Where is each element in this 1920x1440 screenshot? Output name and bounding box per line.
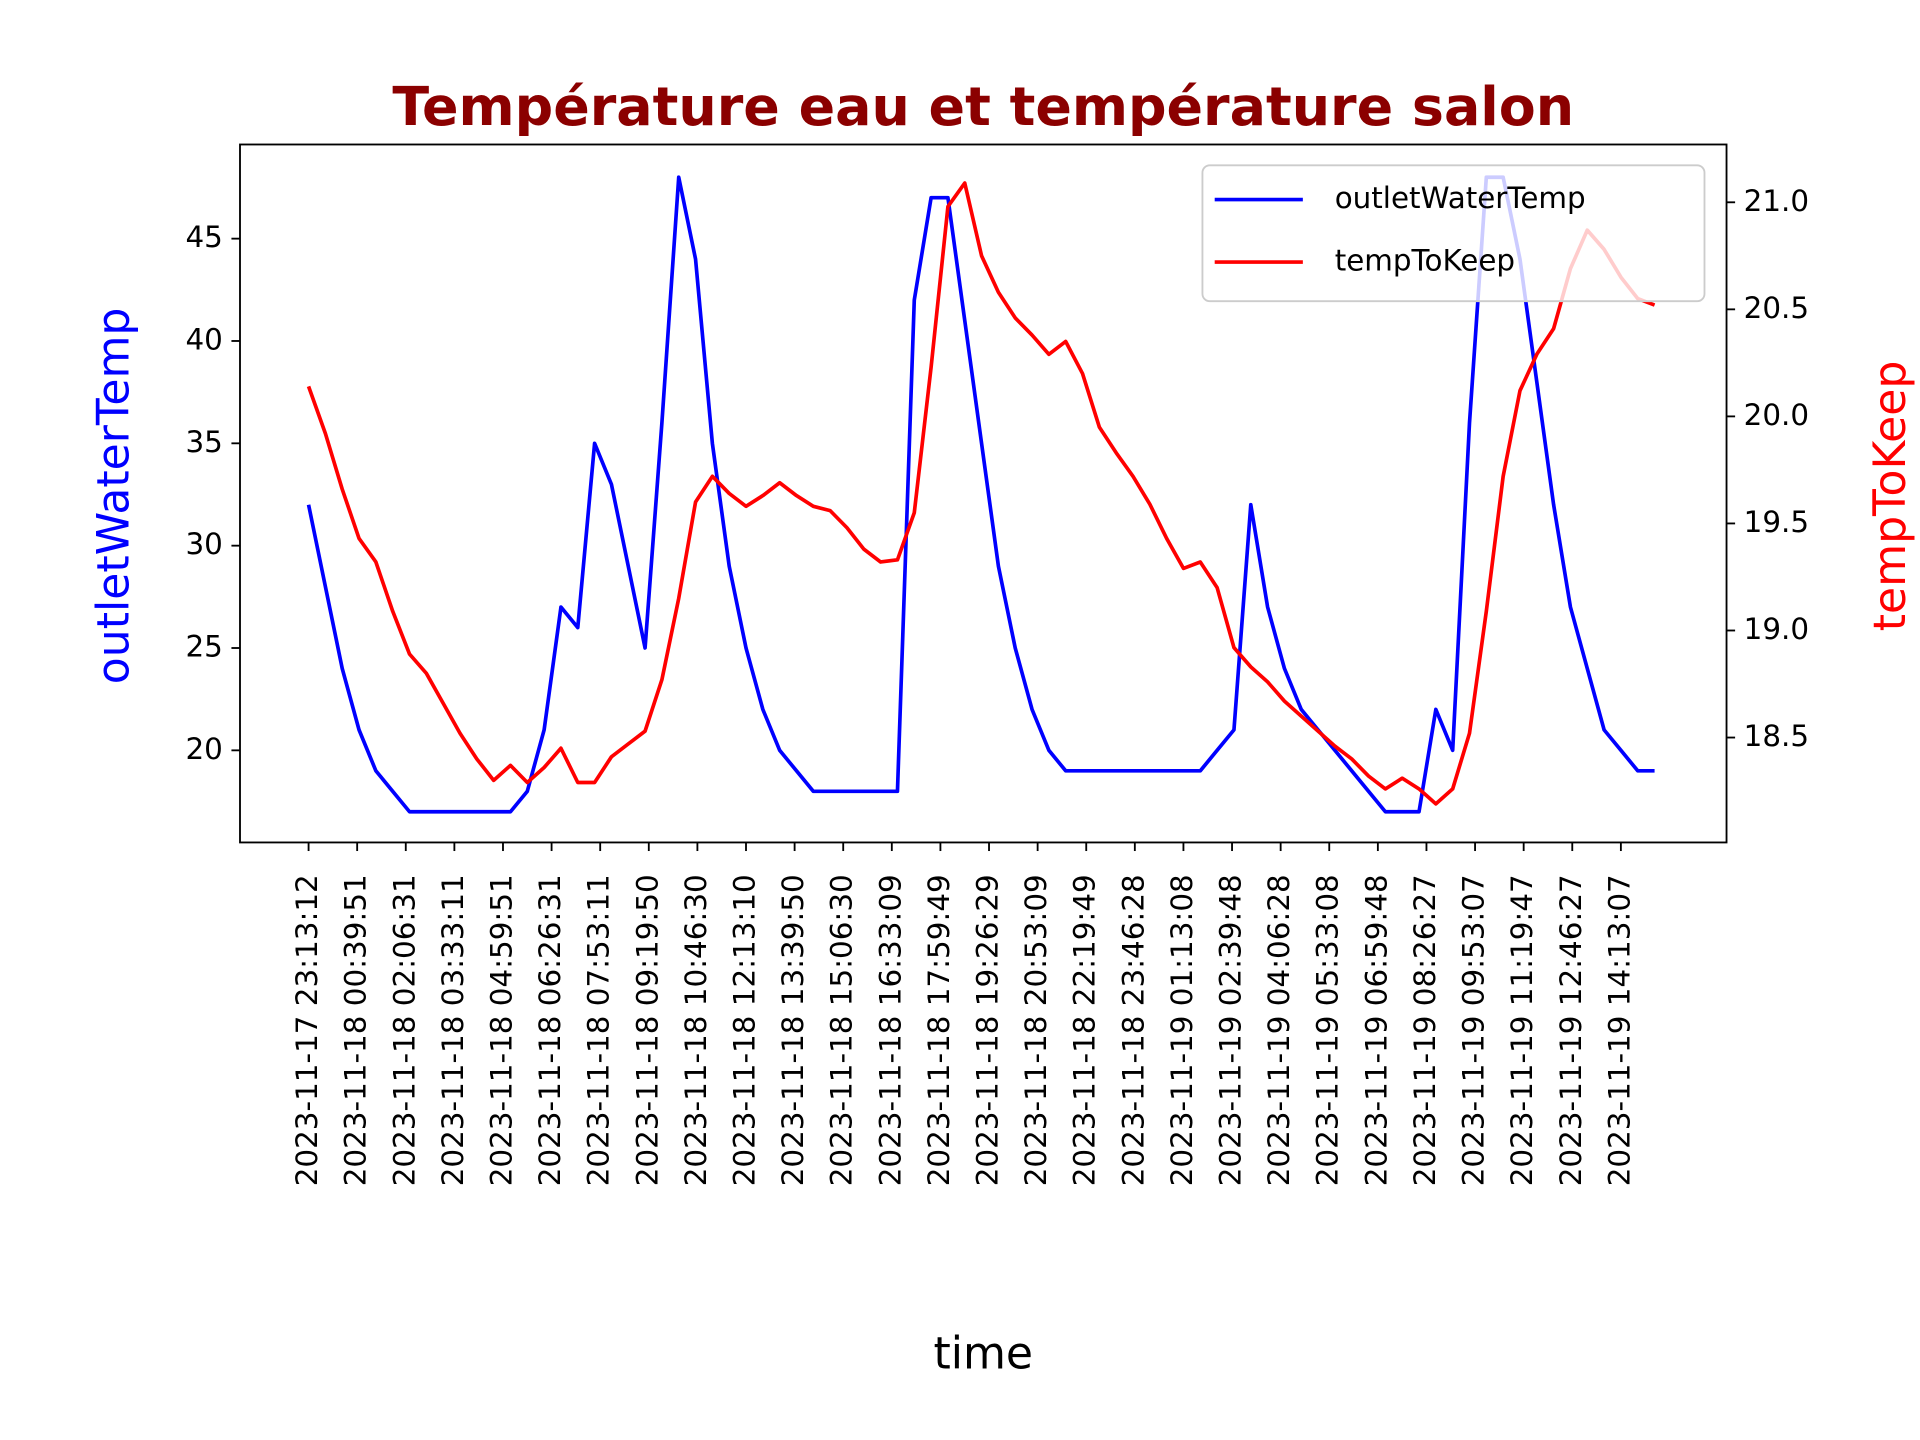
legend-label: outletWaterTemp [1335, 181, 1586, 215]
x-tick-label: 2023-11-18 07:53:11 [582, 874, 616, 1186]
x-tick-label: 2023-11-18 04:59:51 [484, 874, 518, 1186]
x-tick-label: 2023-11-19 04:06:28 [1262, 874, 1296, 1186]
y-tick-label: 35 [185, 425, 222, 459]
y-tick-label: 25 [185, 630, 222, 664]
y2-tick-label: 21.0 [1744, 184, 1809, 218]
plot-frame [239, 143, 1728, 844]
series-line [306, 181, 1656, 806]
x-tick-label: 2023-11-18 02:06:31 [387, 874, 421, 1186]
x-tick-label: 2023-11-18 19:26:29 [971, 874, 1005, 1186]
chart-title: Température eau et température salon [392, 75, 1574, 138]
y-tick-label: 45 [185, 220, 222, 254]
legend-label: tempToKeep [1335, 244, 1515, 278]
x-tick-label: 2023-11-19 08:26:27 [1408, 874, 1442, 1186]
x-axis-label: time [933, 1329, 1033, 1380]
y-tick-label: 30 [185, 527, 222, 561]
x-tick-label: 2023-11-18 06:26:31 [533, 874, 567, 1186]
x-tick-label: 2023-11-19 01:13:08 [1165, 874, 1199, 1186]
y2-tick-label: 19.5 [1744, 505, 1809, 539]
x-tick-label: 2023-11-18 16:33:09 [873, 874, 907, 1186]
x-tick-label: 2023-11-19 09:53:07 [1457, 874, 1491, 1186]
x-tick-label: 2023-11-17 23:13:12 [290, 874, 324, 1186]
x-tick-label: 2023-11-19 12:46:27 [1554, 874, 1588, 1186]
y2-axis-label: tempToKeep [1865, 361, 1916, 632]
x-tick-label: 2023-11-18 10:46:30 [679, 874, 713, 1186]
y-tick-label: 40 [185, 322, 222, 356]
x-tick-label: 2023-11-18 09:19:50 [630, 874, 664, 1186]
x-tick-label: 2023-11-18 13:39:50 [776, 874, 810, 1186]
y2-tick-label: 20.5 [1744, 291, 1809, 325]
x-tick-label: 2023-11-19 14:13:07 [1602, 874, 1636, 1186]
y-tick-label: 20 [185, 732, 222, 766]
y2-tick-label: 19.0 [1744, 612, 1809, 646]
x-tick-label: 2023-11-18 17:59:49 [922, 874, 956, 1186]
x-tick-label: 2023-11-19 06:59:48 [1359, 874, 1393, 1186]
x-tick-label: 2023-11-18 12:13:10 [728, 874, 762, 1186]
x-tick-label: 2023-11-18 20:53:09 [1019, 874, 1053, 1186]
x-tick-label: 2023-11-18 03:33:11 [436, 874, 470, 1186]
y-axis-label: outletWaterTemp [88, 308, 139, 685]
x-tick-label: 2023-11-19 05:33:08 [1311, 874, 1345, 1186]
x-tick-label: 2023-11-18 15:06:30 [825, 874, 859, 1186]
x-tick-label: 2023-11-19 02:39:48 [1214, 874, 1248, 1186]
series-line [306, 175, 1655, 814]
y2-tick-label: 20.0 [1744, 398, 1809, 432]
legend-box [1201, 164, 1706, 303]
y2-tick-label: 18.5 [1744, 719, 1809, 753]
x-tick-label: 2023-11-18 00:39:51 [339, 874, 373, 1186]
x-tick-label: 2023-11-19 11:19:47 [1505, 874, 1539, 1186]
x-tick-label: 2023-11-18 22:19:49 [1068, 874, 1102, 1186]
x-tick-label: 2023-11-18 23:46:28 [1116, 874, 1150, 1186]
